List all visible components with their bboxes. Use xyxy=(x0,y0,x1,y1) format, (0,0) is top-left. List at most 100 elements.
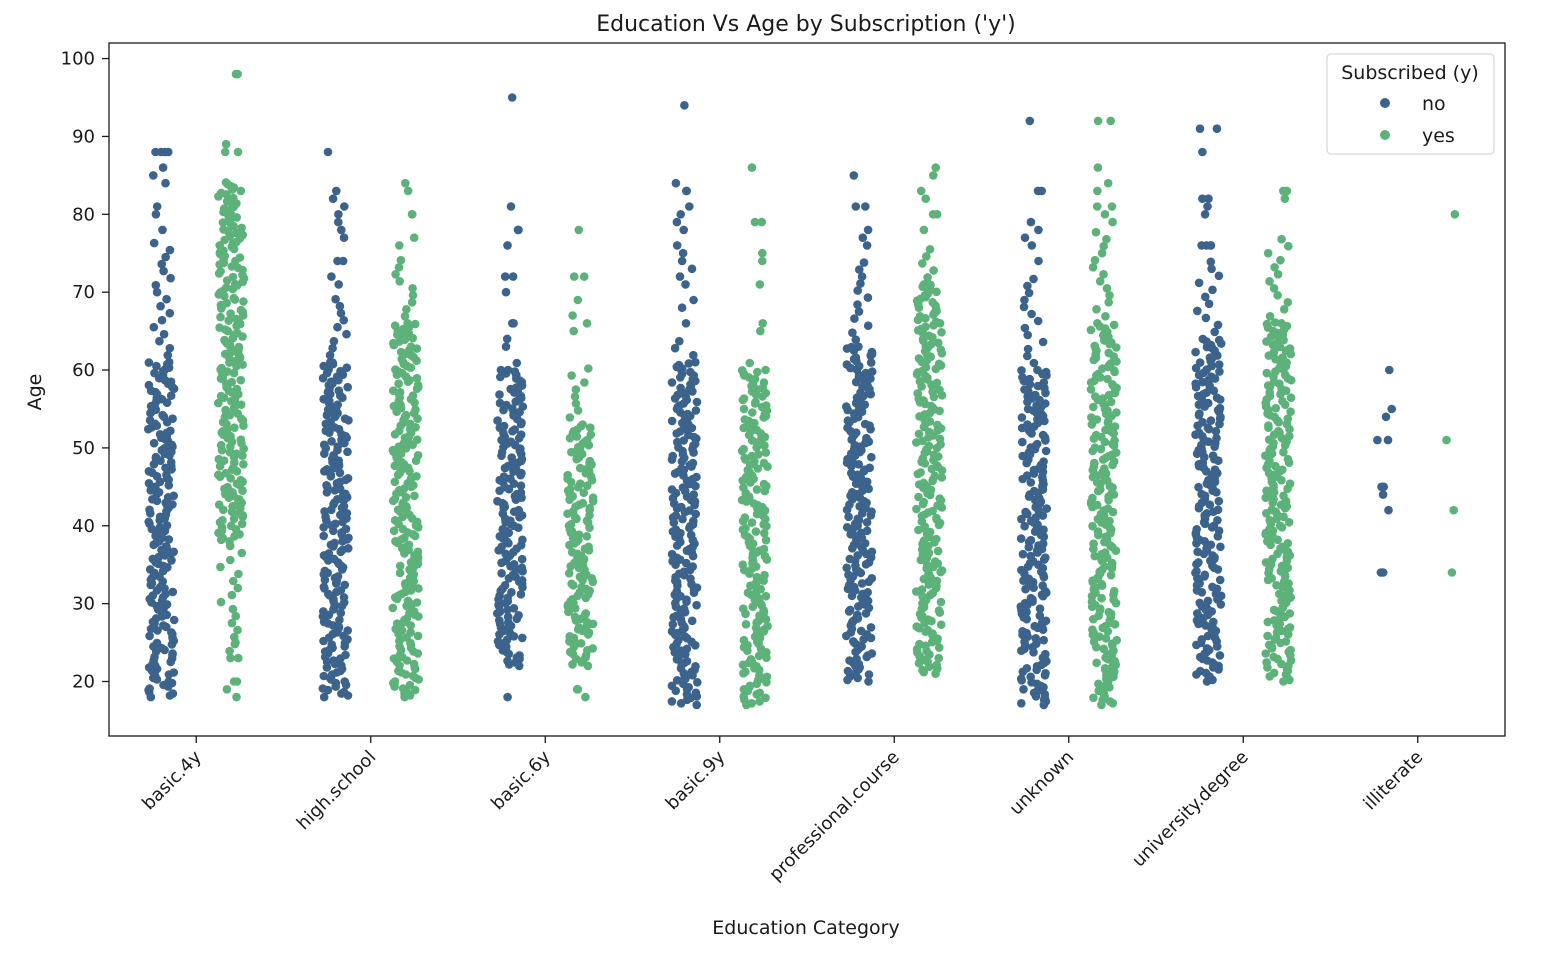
data-point xyxy=(693,678,702,687)
data-point xyxy=(1039,635,1048,645)
data-point xyxy=(319,361,329,371)
data-point xyxy=(503,656,512,666)
data-point xyxy=(1261,558,1271,567)
data-point xyxy=(168,414,177,424)
data-point xyxy=(236,305,246,315)
data-point xyxy=(518,535,527,545)
data-point xyxy=(1092,658,1101,668)
data-point xyxy=(514,505,523,515)
data-point xyxy=(670,343,680,353)
data-point xyxy=(756,326,765,336)
data-point xyxy=(235,253,245,262)
data-point xyxy=(573,685,583,694)
data-point xyxy=(336,608,346,618)
data-point xyxy=(923,273,932,282)
data-point xyxy=(1100,548,1110,557)
data-point xyxy=(847,488,857,497)
data-point xyxy=(857,579,867,588)
data-point xyxy=(408,671,418,681)
data-point xyxy=(228,272,238,282)
data-point xyxy=(396,347,406,357)
data-point xyxy=(1191,347,1200,357)
data-point xyxy=(1213,320,1223,330)
data-point xyxy=(567,579,576,589)
data-point xyxy=(1269,605,1279,615)
data-point xyxy=(861,202,870,211)
data-point xyxy=(845,554,855,564)
data-point xyxy=(752,572,762,582)
data-point xyxy=(1203,202,1212,211)
data-point xyxy=(1090,341,1099,351)
data-point xyxy=(1285,344,1295,353)
data-point xyxy=(516,430,526,440)
data-point xyxy=(319,671,329,681)
data-point xyxy=(1269,284,1279,293)
data-point xyxy=(497,569,506,578)
data-point xyxy=(236,475,245,485)
data-point xyxy=(219,225,228,234)
data-point xyxy=(233,625,242,635)
data-point xyxy=(867,367,877,376)
data-point xyxy=(862,433,871,443)
data-point xyxy=(157,315,167,325)
data-point xyxy=(517,576,527,585)
data-point xyxy=(499,472,509,482)
data-point xyxy=(1023,351,1032,361)
data-point xyxy=(1278,396,1287,406)
data-point xyxy=(402,305,411,314)
data-point xyxy=(149,238,159,248)
data-point xyxy=(1031,390,1040,400)
data-point xyxy=(501,342,511,352)
data-point xyxy=(1284,241,1293,251)
data-point xyxy=(1090,551,1099,561)
data-point xyxy=(156,301,165,311)
data-point xyxy=(1283,414,1293,424)
data-point xyxy=(168,649,177,658)
data-point xyxy=(1106,570,1116,580)
data-point xyxy=(1034,256,1043,266)
x-tick-label: high.school xyxy=(293,747,380,834)
data-point xyxy=(343,382,353,392)
data-point xyxy=(574,225,584,235)
data-point xyxy=(1283,539,1293,548)
data-point xyxy=(1016,534,1026,543)
data-point xyxy=(1200,570,1210,580)
data-point xyxy=(1194,428,1204,438)
data-point xyxy=(503,365,513,375)
data-point xyxy=(333,400,343,410)
data-point xyxy=(854,307,864,316)
data-point xyxy=(1195,409,1204,418)
data-point xyxy=(518,402,528,411)
data-point xyxy=(565,484,575,494)
data-point xyxy=(1278,353,1287,362)
data-point xyxy=(689,516,698,526)
data-point xyxy=(1271,403,1281,413)
data-point xyxy=(214,500,224,510)
data-point xyxy=(329,554,339,564)
data-point xyxy=(667,697,677,706)
series-no xyxy=(144,93,1396,710)
data-point xyxy=(1112,635,1121,645)
data-point xyxy=(495,398,505,408)
data-point xyxy=(145,684,154,693)
data-point xyxy=(842,402,851,411)
data-point xyxy=(509,319,518,328)
data-point xyxy=(675,336,684,346)
data-point xyxy=(151,280,161,290)
data-point xyxy=(398,684,408,693)
data-point xyxy=(1277,319,1286,328)
data-point xyxy=(758,248,767,258)
data-point xyxy=(221,139,231,149)
data-point xyxy=(667,378,677,387)
data-point xyxy=(1279,305,1289,314)
data-point xyxy=(1285,479,1295,489)
data-point xyxy=(343,447,352,457)
data-point xyxy=(1381,412,1391,422)
data-point xyxy=(1104,348,1113,358)
data-point xyxy=(238,230,248,240)
data-point xyxy=(1194,278,1204,288)
legend-title: Subscribed (y) xyxy=(1341,62,1479,84)
data-point xyxy=(408,291,418,300)
data-point xyxy=(1026,593,1036,603)
data-point xyxy=(1017,413,1027,422)
